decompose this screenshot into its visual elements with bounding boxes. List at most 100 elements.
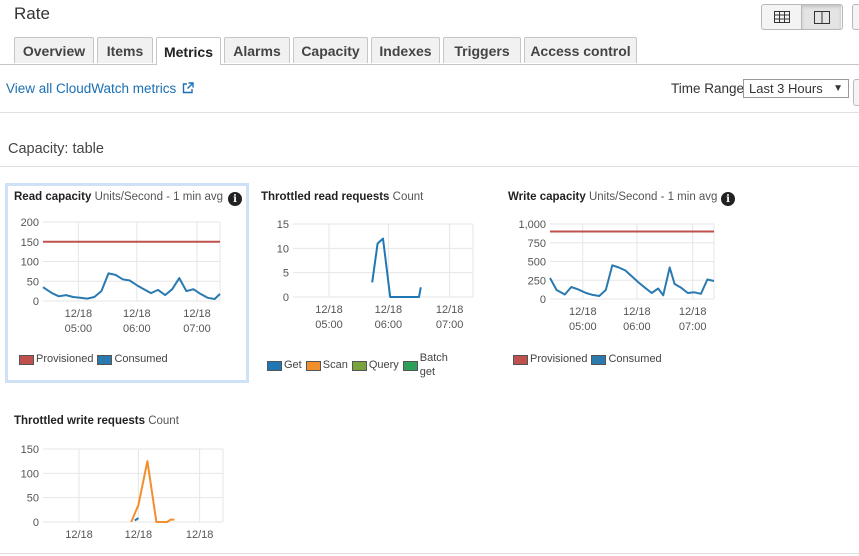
legend-label: Get <box>284 359 302 371</box>
series-line-consumed <box>42 272 221 300</box>
y-tick-label: 0 <box>33 296 39 308</box>
x-tick-label: 12/18 <box>183 308 211 320</box>
split-view-button[interactable] <box>802 5 841 29</box>
extra-view-button[interactable] <box>852 4 859 30</box>
legend-swatch <box>267 361 282 371</box>
read-capacity-title: Read capacity Units/Second - 1 min avg <box>14 191 223 203</box>
series-line-scan <box>130 460 175 523</box>
y-tick-label: 750 <box>528 238 546 250</box>
x-tick-label: 05:00 <box>569 321 597 333</box>
legend-item[interactable]: Get <box>267 359 302 371</box>
legend-item[interactable]: Query <box>351 359 399 371</box>
tab-triggers[interactable]: Triggers <box>443 37 521 63</box>
legend-item[interactable]: Batch get <box>402 351 450 379</box>
time-range-label: Time Range <box>671 81 745 96</box>
read-capacity-chart: 0 50 100 150 200 12/18 05:00 12/18 06:00 12/18 07:… <box>21 217 221 335</box>
tab-capacity[interactable]: Capacity <box>293 37 368 63</box>
x-tick-label: 07:00 <box>679 321 707 333</box>
y-tick-label: 0 <box>540 294 546 306</box>
x-tick-label: 12/18 <box>315 304 343 316</box>
x-tick-label: 05:00 <box>315 319 343 331</box>
throttled-read-legend: Get Scan Query Batch get <box>267 351 454 379</box>
tab-indexes[interactable]: Indexes <box>371 37 440 63</box>
tab-bar-baseline <box>0 64 859 65</box>
y-tick-label: 50 <box>27 276 39 288</box>
throttled-read-title: Throttled read requests Count <box>261 191 423 203</box>
x-tick-label: 12/18 <box>65 308 93 320</box>
legend-item[interactable]: Consumed <box>97 353 168 365</box>
x-tick-label: 05:00 <box>65 323 93 335</box>
x-tick-label: 12/18 <box>569 306 597 318</box>
panel-title: Throttled write requests <box>14 415 145 427</box>
info-icon[interactable]: i <box>228 192 242 206</box>
legend-label: Provisioned <box>530 353 588 365</box>
y-tick-label: 100 <box>21 468 39 480</box>
divider <box>0 112 859 113</box>
legend-swatch <box>305 361 321 371</box>
panel-subtitle: Units/Second - 1 min avg <box>588 191 718 203</box>
x-tick-label: 12/18 <box>375 304 403 316</box>
cloudwatch-link-label: View all CloudWatch metrics <box>6 81 177 96</box>
x-tick-label: 12/18 <box>65 529 93 541</box>
y-tick-label: 200 <box>21 217 39 229</box>
panel-title: Write capacity <box>508 191 586 203</box>
y-tick-label: 5 <box>283 268 289 280</box>
table-grid-icon <box>773 11 790 23</box>
panel-subtitle: Count <box>148 415 179 427</box>
legend-label: Provisioned <box>36 353 94 365</box>
y-tick-label: 15 <box>277 219 289 231</box>
cloudwatch-metrics-link[interactable]: View all CloudWatch metrics <box>6 81 194 96</box>
x-tick-label: 12/18 <box>186 529 214 541</box>
view-toggle <box>761 4 843 30</box>
legend-label: Batch get <box>419 352 448 378</box>
legend-label: Consumed <box>608 353 662 365</box>
external-link-icon <box>182 82 194 94</box>
chevron-down-icon: ▼ <box>833 83 843 94</box>
y-tick-label: 150 <box>21 237 39 249</box>
throttled-write-chart: 0 50 100 150 12/18 12/18 12/18 <box>21 444 224 541</box>
series-line-get <box>371 237 422 298</box>
series-line-get <box>134 517 139 522</box>
info-icon[interactable]: i <box>721 192 735 206</box>
y-tick-label: 1,000 <box>518 219 546 231</box>
series-line-consumed <box>549 264 715 297</box>
divider <box>0 553 859 554</box>
throttled-read-chart: 0 5 10 15 12/18 05:00 12/18 06:00 12/18 07:00 <box>277 219 474 331</box>
tab-metrics[interactable]: Metrics <box>156 37 221 65</box>
selected-panel-highlight <box>5 183 249 383</box>
x-tick-label: 06:00 <box>623 321 651 333</box>
x-tick-label: 07:00 <box>183 323 211 335</box>
legend-label: Consumed <box>114 353 168 365</box>
tab-items[interactable]: Items <box>97 37 153 63</box>
panel-title: Read capacity <box>14 191 92 203</box>
y-tick-label: 0 <box>33 517 39 529</box>
throttled-write-title: Throttled write requests Count <box>14 415 179 427</box>
legend-swatch <box>19 355 34 365</box>
x-tick-label: 12/18 <box>623 306 651 318</box>
refresh-button[interactable] <box>853 79 859 106</box>
grid-view-button[interactable] <box>762 5 801 29</box>
legend-item[interactable]: Provisioned <box>19 353 93 365</box>
write-capacity-legend: Provisioned Consumed <box>513 353 666 365</box>
tab-access-control[interactable]: Access control <box>524 37 637 63</box>
x-tick-label: 06:00 <box>123 323 151 335</box>
panel-title: Throttled read requests <box>261 191 390 203</box>
legend-item[interactable]: Scan <box>305 359 348 371</box>
x-tick-label: 12/18 <box>679 306 707 318</box>
tab-overview[interactable]: Overview <box>14 37 94 63</box>
y-tick-label: 10 <box>277 243 289 255</box>
y-tick-label: 250 <box>528 275 546 287</box>
legend-swatch <box>402 361 418 371</box>
legend-label: Scan <box>322 359 348 371</box>
x-tick-label: 06:00 <box>375 319 403 331</box>
time-range-select[interactable]: Last 3 Hours ▼ <box>743 79 849 98</box>
write-capacity-chart: 0 250 500 750 1,000 12/18 05:00 12/18 06:00 12/18… <box>518 219 715 333</box>
x-tick-label: 12/18 <box>123 308 151 320</box>
y-tick-label: 150 <box>21 444 39 456</box>
time-range-value: Last 3 Hours <box>749 81 823 96</box>
legend-swatch <box>351 361 367 371</box>
legend-item[interactable]: Consumed <box>591 353 662 365</box>
legend-item[interactable]: Provisioned <box>513 353 587 365</box>
legend-label: Query <box>368 359 399 371</box>
tab-alarms[interactable]: Alarms <box>224 37 290 63</box>
